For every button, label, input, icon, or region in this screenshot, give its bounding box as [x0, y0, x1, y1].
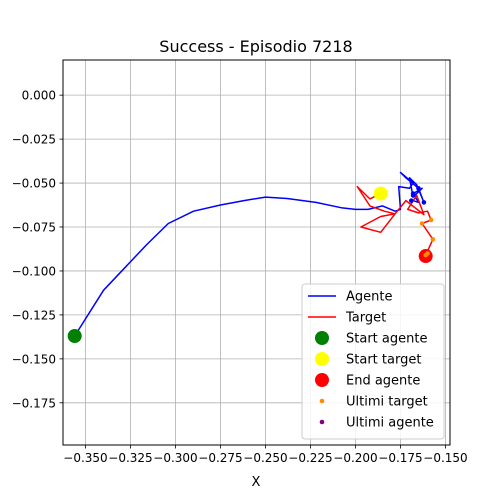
legend-label-end-agente: End agente [346, 374, 420, 389]
y-tick-label: −0.175 [12, 396, 56, 410]
legend-label-ultimi-agente: Ultimi agente [346, 416, 434, 431]
y-tick-label: −0.100 [12, 264, 56, 278]
legend-label-agente: Agente [346, 290, 392, 305]
ultimi-target-point [423, 253, 428, 258]
x-tick-label: −0.150 [423, 451, 467, 465]
series-point [411, 191, 416, 196]
legend: Agente Target Start agente Start target End … [302, 284, 444, 439]
ultimi-target-point [429, 218, 434, 223]
y-tick-label: −0.150 [12, 352, 56, 366]
x-tick-label: −0.200 [333, 451, 377, 465]
series-point [409, 198, 414, 203]
chart-title: Success - Episodio 7218 [159, 37, 352, 56]
x-axis-label: X [252, 475, 261, 490]
legend-swatch-start-target [315, 352, 329, 366]
ultimi-target-point [420, 221, 425, 226]
start-target-point [374, 187, 388, 201]
series-point [416, 186, 421, 191]
start-agente-point [68, 329, 82, 343]
x-tick-label: −0.175 [378, 451, 422, 465]
x-tick-label: −0.350 [63, 451, 107, 465]
legend-swatch-start-agente [315, 331, 329, 345]
legend-swatch-end-agente [315, 373, 329, 387]
y-tick-label: 0.000 [22, 89, 56, 103]
y-tick-label: −0.125 [12, 308, 56, 322]
legend-label-start-target: Start target [346, 353, 421, 368]
legend-swatch-ultimi-agente [320, 420, 325, 425]
legend-label-start-agente: Start agente [346, 332, 427, 347]
x-tick-label: −0.275 [198, 451, 242, 465]
x-tick-label: −0.325 [108, 451, 152, 465]
y-tick-label: −0.050 [12, 177, 56, 191]
y-tick-label: −0.075 [12, 221, 56, 235]
x-tick-label: −0.250 [243, 451, 287, 465]
y-tick-label: −0.025 [12, 133, 56, 147]
legend-label-ultimi-target: Ultimi target [346, 395, 428, 410]
x-tick-label: −0.225 [288, 451, 332, 465]
series-point [422, 200, 427, 205]
legend-swatch-ultimi-target [320, 399, 325, 404]
ultimi-target-point [431, 237, 436, 242]
legend-label-target: Target [345, 311, 386, 326]
x-tick-label: −0.300 [153, 451, 197, 465]
